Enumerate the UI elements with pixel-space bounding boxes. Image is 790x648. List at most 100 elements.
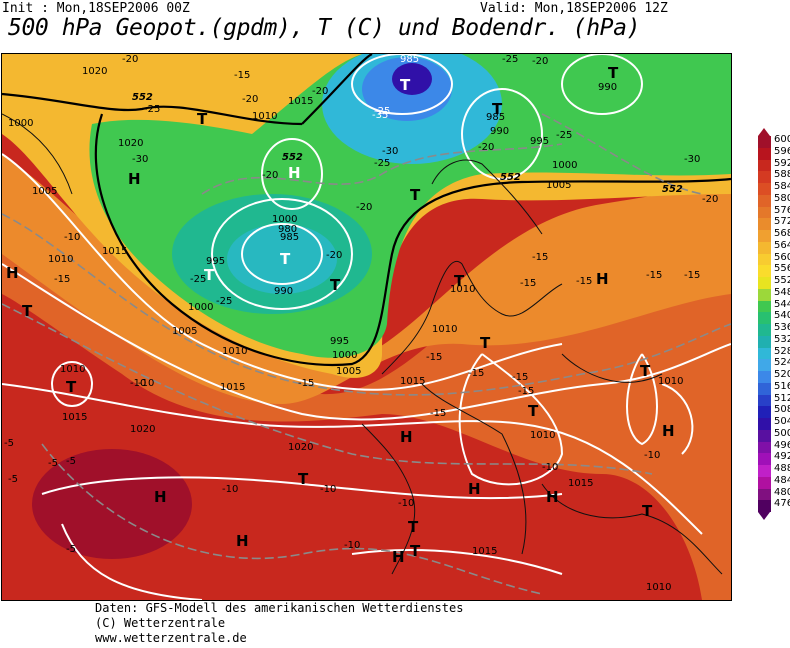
isotherm-label: -20 bbox=[122, 54, 138, 65]
high-marker: H bbox=[288, 164, 301, 182]
scale-swatch bbox=[758, 453, 771, 466]
isobar-label: 995 bbox=[530, 136, 549, 147]
isotherm-label: -25 bbox=[374, 158, 390, 169]
scale-swatch bbox=[758, 371, 771, 383]
blue-low-core bbox=[392, 63, 432, 95]
website-link[interactable]: www.wetterzentrale.de bbox=[95, 631, 247, 645]
scale-value: 528 bbox=[774, 345, 790, 357]
scale-value: 512 bbox=[774, 392, 790, 404]
isobar-label: 1015 bbox=[102, 246, 127, 257]
isobar-label: 1000 bbox=[552, 160, 577, 171]
scale-value: 600 bbox=[774, 134, 790, 145]
warm-core bbox=[32, 449, 192, 559]
scale-swatch bbox=[758, 476, 771, 489]
scale-swatch bbox=[758, 359, 771, 372]
scale-swatch bbox=[758, 324, 771, 336]
scale-swatch bbox=[758, 253, 771, 266]
isotherm-label: -20 bbox=[312, 86, 328, 97]
isotherm-label: -10 bbox=[320, 484, 336, 495]
low-marker: T bbox=[400, 76, 411, 94]
coastlines bbox=[2, 113, 723, 575]
isotherm-label: -15 bbox=[298, 378, 314, 389]
isobar-label: 1010 bbox=[530, 430, 555, 441]
scale-value: 488 bbox=[774, 463, 790, 474]
isobar-label: 1010 bbox=[658, 376, 683, 387]
isotherm-label: -15 bbox=[426, 352, 442, 363]
high-marker: H bbox=[6, 264, 19, 282]
isotherms bbox=[2, 113, 731, 595]
low-marker: T bbox=[410, 186, 421, 204]
scale-swatch bbox=[758, 147, 771, 160]
low-marker: T bbox=[492, 100, 503, 118]
scale-swatch bbox=[758, 171, 771, 184]
isotherm-label: -15 bbox=[646, 270, 662, 281]
scale-swatch bbox=[758, 218, 771, 231]
isobar-label: 1020 bbox=[118, 138, 143, 149]
isotherm-label: -10 bbox=[138, 378, 154, 389]
isobar-label: 995 bbox=[330, 336, 349, 347]
isobar-label: 1015 bbox=[288, 96, 313, 107]
contour-552-north bbox=[2, 54, 373, 126]
isotherm-label: -20 bbox=[532, 56, 548, 67]
isobar-label: 980 bbox=[278, 224, 297, 235]
isotherm-label: -25 bbox=[374, 106, 390, 117]
low-marker: T bbox=[480, 334, 491, 352]
isobar-label: 1020 bbox=[288, 442, 313, 453]
scale-swatch bbox=[758, 335, 771, 348]
high-marker: H bbox=[392, 548, 405, 566]
scale-swatch bbox=[758, 194, 771, 207]
scale-value: 504 bbox=[774, 416, 790, 427]
isobar-label: 985 bbox=[280, 232, 299, 243]
isobar-label: 1010 bbox=[646, 582, 671, 593]
scale-swatch bbox=[758, 406, 771, 419]
isotherm-label: -15 bbox=[234, 70, 250, 81]
isotherm-label: -10 bbox=[64, 232, 80, 243]
isotherm-label: -5 bbox=[48, 458, 58, 469]
isobar-label: 1010 bbox=[222, 346, 247, 357]
scale-value: 580 bbox=[774, 192, 790, 204]
isobar-label: 1000 bbox=[332, 350, 357, 361]
isotherm-label: -5 bbox=[66, 544, 76, 555]
isobars bbox=[2, 54, 731, 600]
scale-value: 532 bbox=[774, 333, 790, 345]
weather-map: T T T T H H T T T H T T T T H T H T T H … bbox=[1, 53, 732, 601]
scale-value: 572 bbox=[774, 216, 790, 228]
scale-swatch bbox=[758, 288, 771, 301]
isotherm-label: -30 bbox=[684, 154, 700, 165]
isotherm-label: -20 bbox=[356, 202, 372, 213]
low-marker: T bbox=[640, 362, 651, 380]
scale-value: 520 bbox=[774, 369, 790, 380]
isobar-label: 1005 bbox=[172, 326, 197, 337]
high-marker: H bbox=[662, 422, 675, 440]
isobar-label: 1020 bbox=[130, 424, 155, 435]
init-time: Init : Mon,18SEP2006 00Z bbox=[2, 1, 190, 16]
isotherm-label: -25 bbox=[216, 296, 232, 307]
scale-value: 536 bbox=[774, 322, 790, 333]
scale-swatch bbox=[758, 206, 771, 219]
scale-value: 496 bbox=[774, 439, 790, 451]
isotherm-label: -15 bbox=[430, 408, 446, 419]
scale-swatch bbox=[758, 136, 771, 148]
low-marker: T bbox=[330, 276, 341, 294]
low-marker: T bbox=[608, 64, 619, 82]
isobar-label: 1010 bbox=[252, 111, 277, 122]
isobar-label: 995 bbox=[206, 256, 225, 267]
valid-time: Valid: Mon,18SEP2006 12Z bbox=[480, 1, 668, 16]
scale-swatch bbox=[758, 183, 771, 195]
height-label: 552 bbox=[500, 172, 521, 183]
isobar-label: 1000 bbox=[188, 302, 213, 313]
isotherm-label: -20 bbox=[702, 194, 718, 205]
isotherm-label: -20 bbox=[326, 250, 342, 261]
isobar-label: 1010 bbox=[450, 284, 475, 295]
isotherm-label: -20 bbox=[262, 170, 278, 181]
isobar-label: 1015 bbox=[472, 546, 497, 557]
isobar-label: 1010 bbox=[432, 324, 457, 335]
scale-swatch bbox=[758, 441, 771, 454]
scale-swatch bbox=[758, 312, 771, 325]
scale-swatch bbox=[758, 500, 771, 513]
scale-value: 524 bbox=[774, 357, 790, 369]
isotherm-label: -5 bbox=[4, 438, 14, 449]
low-marker: T bbox=[642, 502, 653, 520]
isotherm-label: -20 bbox=[478, 142, 494, 153]
scale-value: 588 bbox=[774, 169, 790, 181]
